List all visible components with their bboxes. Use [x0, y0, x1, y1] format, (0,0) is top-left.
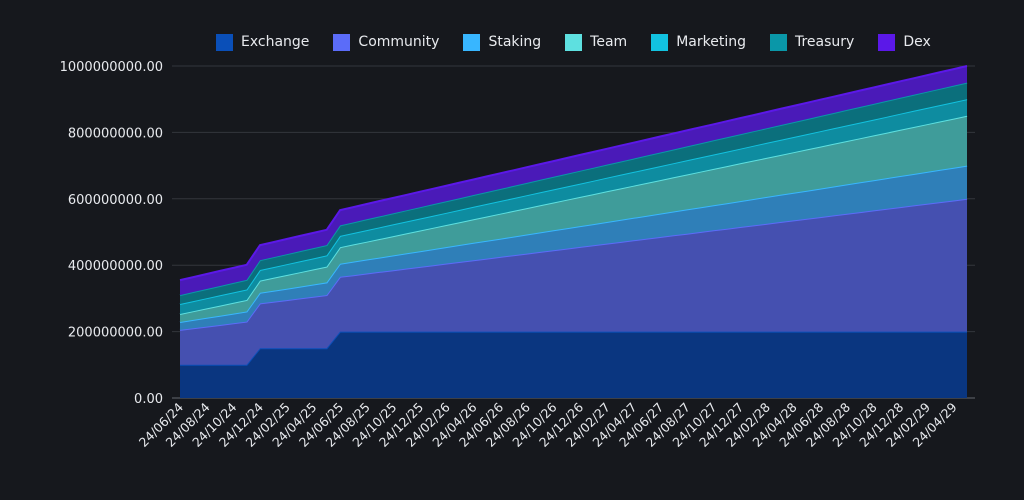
- x-axis: 24/06/2424/08/2424/10/2424/12/2424/02/25…: [136, 399, 960, 449]
- legend-item-dex[interactable]: Dex: [878, 33, 931, 51]
- legend-swatch: [565, 33, 583, 51]
- area-dex: [180, 66, 967, 296]
- legend-item-exchange[interactable]: Exchange: [216, 33, 310, 51]
- y-tick-label: 1000000000.00: [60, 60, 163, 75]
- legend-label: Staking: [488, 34, 542, 50]
- y-tick-label: 0.00: [134, 392, 163, 407]
- area-community: [180, 198, 967, 365]
- area-treasury: [180, 82, 967, 304]
- y-axis: 0.00 200000000.00 400000000.00 600000000.00…: [60, 60, 163, 407]
- legend-label: Exchange: [241, 34, 310, 50]
- legend-item-treasury[interactable]: Treasury: [769, 33, 855, 51]
- legend-item-team[interactable]: Team: [565, 33, 628, 51]
- y-tick-label: 400000000.00: [68, 259, 163, 274]
- area-staking: [180, 165, 967, 330]
- legend-item-staking[interactable]: Staking: [463, 33, 542, 51]
- legend: Exchange Community Staking Team Marketin…: [216, 31, 955, 53]
- area-series: [179, 65, 968, 398]
- legend-label: Team: [590, 34, 628, 50]
- legend-label: Marketing: [676, 34, 746, 50]
- line-dex: [179, 65, 968, 282]
- legend-label: Treasury: [794, 34, 855, 50]
- legend-swatch: [769, 33, 787, 51]
- y-tick-label: 800000000.00: [68, 126, 163, 141]
- y-tick-label: 200000000.00: [68, 326, 163, 341]
- legend-swatch: [463, 33, 481, 51]
- legend-item-community[interactable]: Community: [333, 33, 440, 51]
- area-team: [180, 115, 967, 322]
- area-exchange: [180, 331, 967, 398]
- legend-swatch: [878, 33, 896, 51]
- legend-label: Dex: [903, 34, 931, 50]
- y-tick-label: 600000000.00: [68, 193, 163, 208]
- area-marketing: [180, 99, 967, 314]
- legend-swatch: [651, 33, 669, 51]
- legend-label: Community: [358, 34, 440, 50]
- legend-swatch: [333, 33, 351, 51]
- legend-item-marketing[interactable]: Marketing: [651, 33, 746, 51]
- legend-swatch: [216, 33, 233, 51]
